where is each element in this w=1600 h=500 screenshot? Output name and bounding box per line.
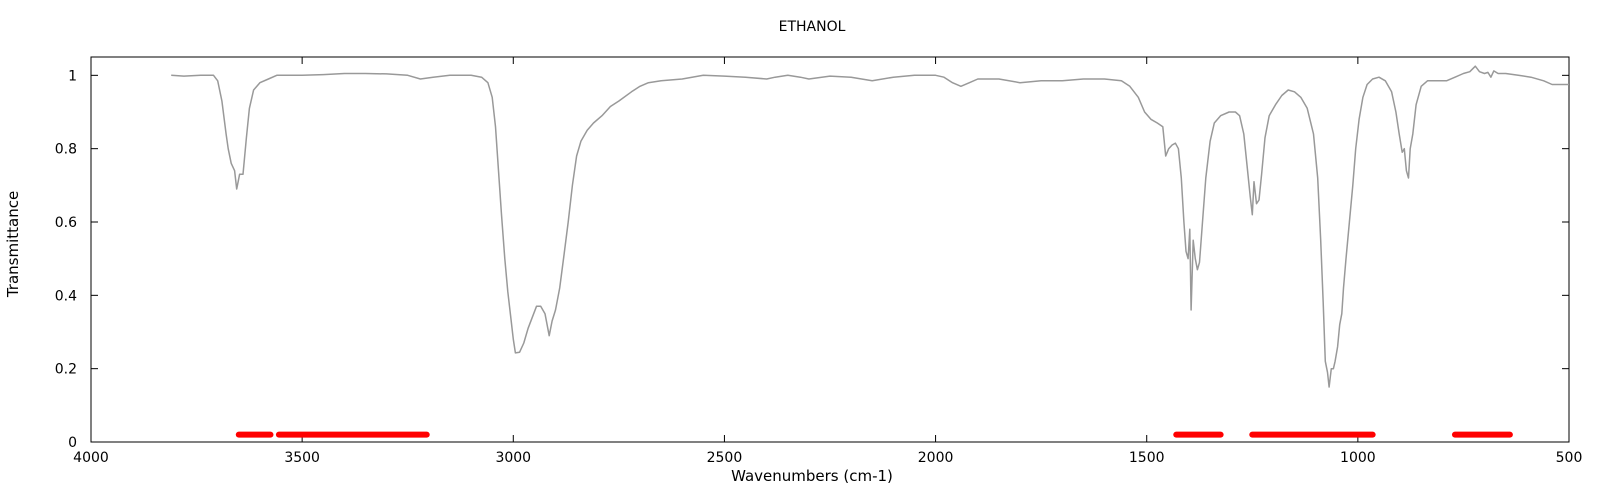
spectrum-series-line [171,65,1569,388]
y-tick-label: 0.6 [55,215,77,231]
x-tick-label: 3000 [495,450,531,466]
x-axis-title: Wavenumbers (cm-1) [731,467,893,485]
y-tick-label: 0.8 [55,142,77,158]
y-tick-label: 0 [68,435,77,451]
x-tick-label: 1000 [1340,450,1376,466]
x-tick-label: 2500 [707,450,743,466]
plot-area: 4000 3500 3000 2500 2000 1500 1000 500 0 0.2 0.4 0.… [55,56,1583,466]
y-axis-title: Transmittance [4,191,22,298]
x-tick-label: 3500 [284,450,320,466]
y-tick-label: 0.4 [55,288,77,304]
x-tick-label: 1500 [1129,450,1165,466]
chart-title: ETHANOL [779,19,846,35]
x-tick-label: 4000 [73,450,109,466]
y-tick-label: 0.2 [55,362,77,378]
y-tick-label: 1 [68,68,77,84]
x-tick-label: 2000 [918,450,954,466]
plot-frame [90,56,1570,443]
x-tick-label: 500 [1556,450,1583,466]
